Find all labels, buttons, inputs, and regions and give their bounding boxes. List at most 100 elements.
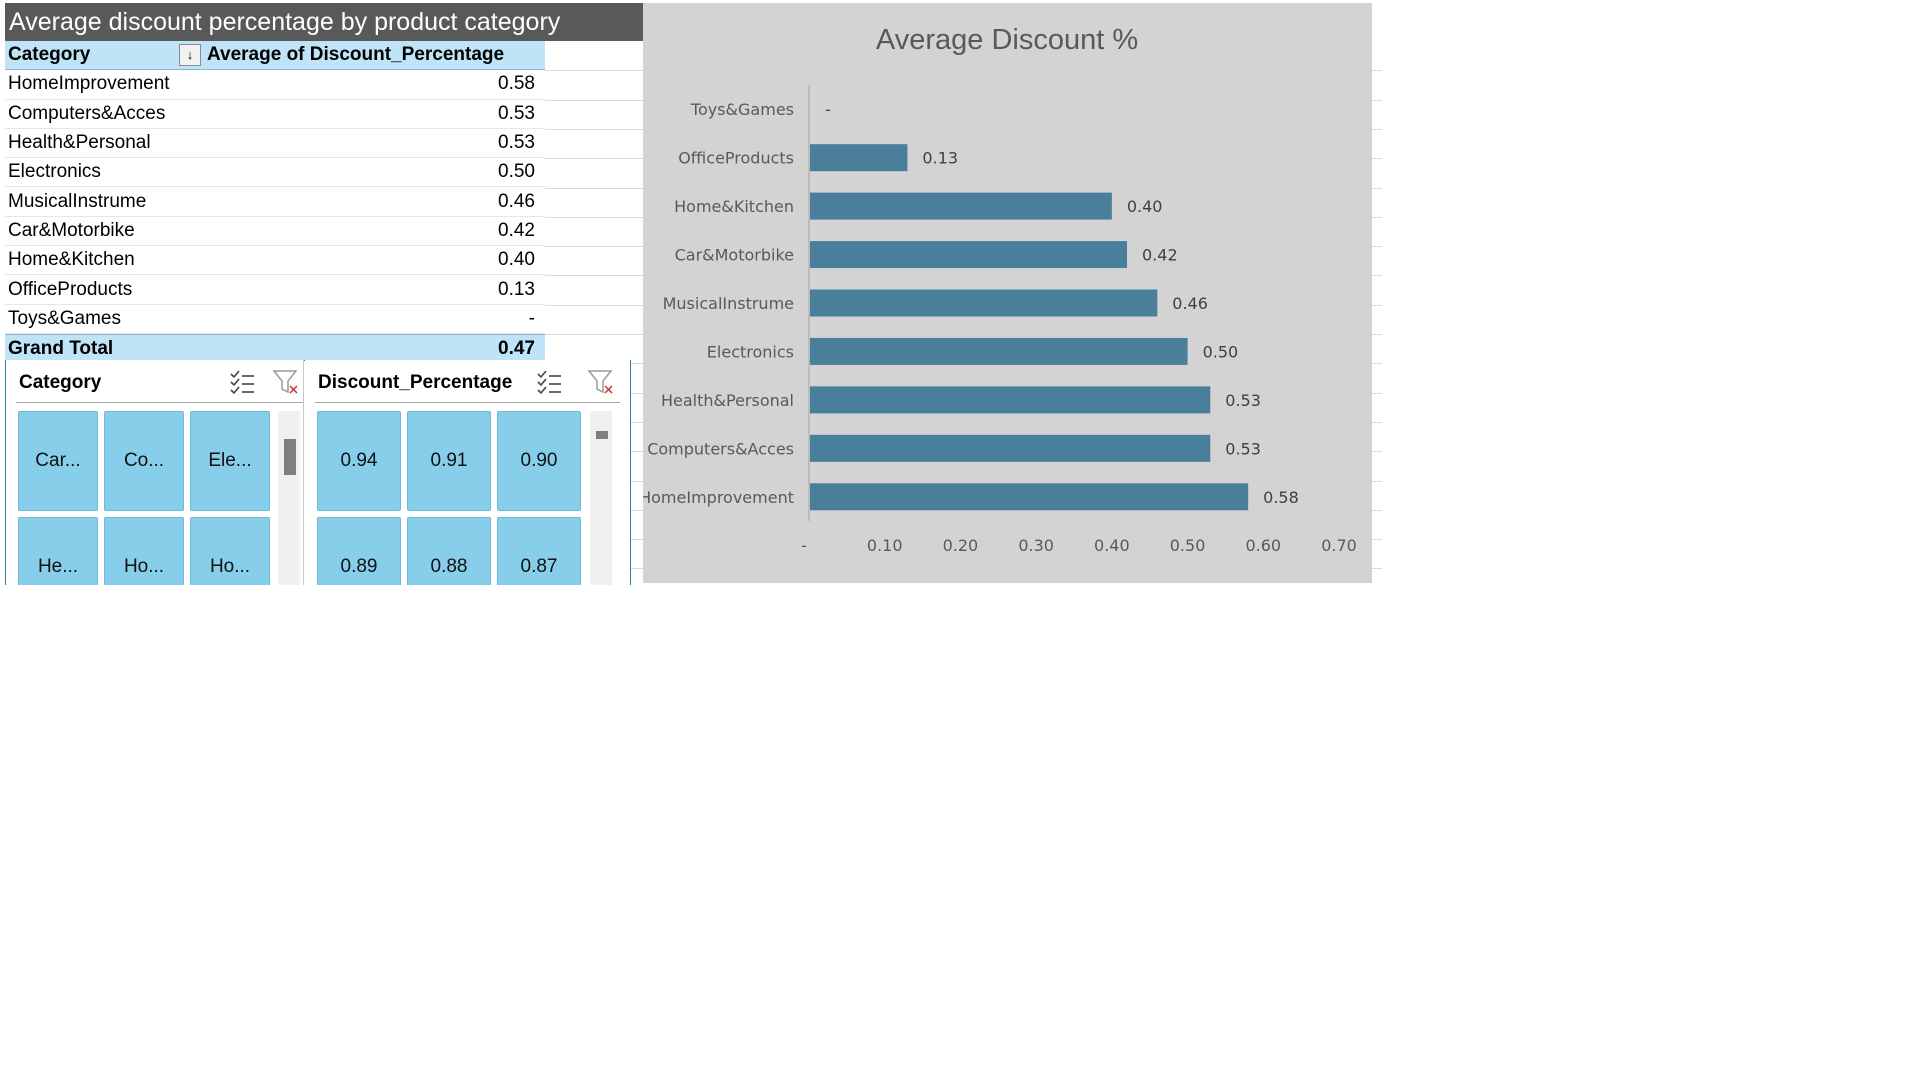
discount-slicer[interactable]: Discount_Percentage 0.94 0.91 0.90 0.89 0.88… [305, 360, 630, 585]
report-title: Average discount percentage by product c… [5, 3, 645, 41]
chart-x-tick-label: - [801, 536, 807, 555]
multiselect-icon[interactable] [535, 368, 563, 396]
chart-bar[interactable] [810, 386, 1211, 414]
grand-total-label: Grand Total [8, 338, 114, 360]
discount-slicer-tile[interactable]: 0.89 [317, 517, 401, 585]
pivot-row-value: 0.42 [498, 219, 535, 241]
discount-slicer-scroll-thumb[interactable] [596, 431, 608, 439]
chart-x-tick-label: 0.50 [1170, 536, 1206, 555]
pivot-row-category[interactable]: Home&Kitchen [8, 249, 135, 271]
category-slicer-tile[interactable]: Car... [18, 411, 98, 511]
pivot-row: Home&Kitchen 0.40 [5, 246, 545, 276]
chart-category-label: HomeImprovement [643, 488, 794, 507]
chart-bar[interactable] [810, 241, 1127, 269]
category-slicer-tile[interactable]: Ho... [190, 517, 270, 585]
chart-data-label: 0.46 [1172, 294, 1208, 313]
category-slicer-scroll-thumb[interactable] [284, 439, 296, 475]
pivot-row-category[interactable]: Health&Personal [8, 132, 151, 154]
chart-title: Average Discount % [876, 24, 1138, 56]
pivot-header-category[interactable]: Category [8, 44, 91, 66]
discount-slicer-tile[interactable]: 0.88 [407, 517, 491, 585]
chart-category-label: Health&Personal [661, 391, 794, 410]
discount-slicer-tile[interactable]: 0.94 [317, 411, 401, 511]
clear-filter-icon[interactable] [587, 368, 615, 396]
category-slicer-title: Category [19, 372, 102, 393]
chart-data-label: 0.50 [1203, 342, 1239, 361]
chart-x-tick-label: 0.40 [1094, 536, 1130, 555]
discount-slicer-tile[interactable]: 0.91 [407, 411, 491, 511]
pivot-row-value: - [528, 307, 535, 329]
chart-x-tick-label: 0.20 [943, 536, 979, 555]
discount-slicer-divider [315, 402, 620, 403]
chart-data-label: 0.13 [922, 149, 958, 168]
pivot-row-value: 0.53 [498, 102, 535, 124]
multiselect-icon[interactable] [228, 368, 256, 396]
category-slicer-tile[interactable]: Ho... [104, 517, 184, 585]
pivot-table: Category ↓ Average of Discount_Percentag… [5, 41, 545, 364]
pivot-row: OfficeProducts 0.13 [5, 275, 545, 305]
grand-total-value: 0.47 [498, 338, 535, 360]
pivot-row-value: 0.58 [498, 73, 535, 95]
discount-slicer-title: Discount_Percentage [318, 372, 513, 393]
chart-bar[interactable] [810, 192, 1112, 220]
pivot-row-category[interactable]: MusicalInstrume [8, 190, 147, 212]
category-slicer-scrollbar[interactable] [278, 411, 300, 585]
chart-data-label: 0.53 [1225, 439, 1261, 458]
pivot-row-category[interactable]: HomeImprovement [8, 73, 170, 95]
pivot-row-value: 0.50 [498, 161, 535, 183]
category-slicer-tile[interactable]: He... [18, 517, 98, 585]
chart-data-label: 0.53 [1225, 391, 1261, 410]
sheet-gridlines-right [1372, 41, 1382, 590]
pivot-row-value: 0.53 [498, 132, 535, 154]
pivot-row: HomeImprovement 0.58 [5, 70, 545, 100]
chart-bar[interactable] [810, 483, 1249, 511]
pivot-row: Electronics 0.50 [5, 158, 545, 188]
pivot-header-row: Category ↓ Average of Discount_Percentag… [5, 41, 545, 71]
discount-slicer-scrollbar[interactable] [590, 411, 612, 585]
pivot-row-value: 0.13 [498, 278, 535, 300]
chart-bar[interactable] [810, 144, 908, 172]
chart-category-label: MusicalInstrume [663, 294, 794, 313]
pivot-row: Computers&Acces 0.53 [5, 100, 545, 129]
category-slicer-tile[interactable]: Ele... [190, 411, 270, 511]
chart-category-label: OfficeProducts [678, 149, 794, 168]
category-slicer[interactable]: Category Car... Co... Ele... He... Ho... Ho..… [6, 360, 304, 585]
pivot-row: Toys&Games - [5, 305, 545, 334]
bar-chart[interactable]: Average Discount % Toys&Games - OfficeProd… [643, 3, 1372, 583]
category-slicer-tile[interactable]: Co... [104, 411, 184, 511]
chart-category-label: Computers&Acces [647, 439, 794, 458]
clear-filter-icon[interactable] [272, 368, 300, 396]
sort-descending-icon[interactable]: ↓ [179, 44, 201, 66]
pivot-row-category[interactable]: Toys&Games [8, 307, 121, 329]
chart-category-label: Car&Motorbike [675, 246, 794, 265]
pivot-row: Health&Personal 0.53 [5, 129, 545, 159]
discount-slicer-tile[interactable]: 0.87 [497, 517, 581, 585]
chart-data-label: 0.42 [1142, 246, 1178, 265]
pivot-row-category[interactable]: Car&Motorbike [8, 219, 135, 241]
chart-bar[interactable] [810, 289, 1158, 317]
pivot-row: MusicalInstrume 0.46 [5, 187, 545, 217]
chart-category-label: Electronics [707, 342, 794, 361]
chart-data-label: 0.58 [1263, 488, 1299, 507]
pivot-row-category[interactable]: Electronics [8, 161, 101, 183]
chart-x-tick-label: 0.10 [867, 536, 903, 555]
pivot-row-category[interactable]: Computers&Acces [8, 102, 166, 124]
pivot-row: Car&Motorbike 0.42 [5, 217, 545, 247]
pivot-header-average[interactable]: Average of Discount_Percentage [207, 44, 505, 66]
chart-category-label: Toys&Games [690, 100, 794, 119]
pivot-row-value: 0.40 [498, 249, 535, 271]
chart-x-tick-label: 0.30 [1018, 536, 1054, 555]
pivot-row-category[interactable]: OfficeProducts [8, 278, 133, 300]
chart-svg: Average Discount % Toys&Games - OfficeProd… [643, 24, 1357, 555]
chart-data-label: - [825, 100, 831, 119]
category-slicer-divider [16, 402, 303, 403]
chart-x-tick-label: 0.60 [1245, 536, 1281, 555]
pivot-grand-total-row: Grand Total 0.47 [5, 333, 545, 364]
chart-x-tick-label: 0.70 [1321, 536, 1357, 555]
pivot-row-value: 0.46 [498, 190, 535, 212]
discount-slicer-tile[interactable]: 0.90 [497, 411, 581, 511]
chart-bar[interactable] [810, 434, 1211, 462]
chart-bar[interactable] [810, 337, 1188, 365]
chart-data-label: 0.40 [1127, 197, 1163, 216]
chart-category-label: Home&Kitchen [674, 197, 794, 216]
